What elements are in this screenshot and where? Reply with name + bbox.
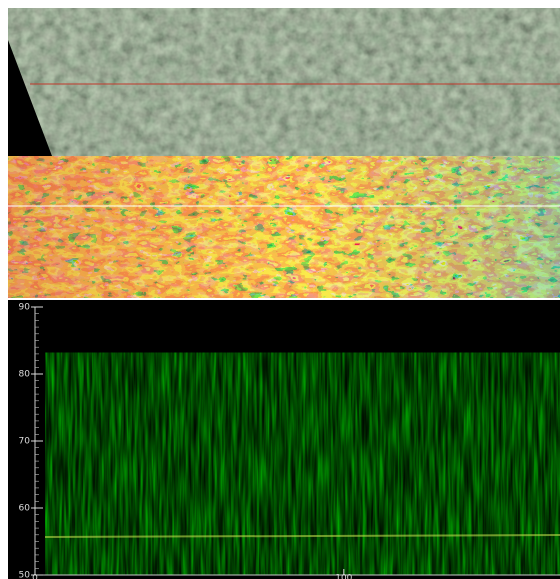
lidar-figure: 50 60 70 80 90 0 100: [0, 0, 560, 579]
y-tick-label: 50: [19, 571, 31, 579]
y-tick-label: 90: [19, 303, 31, 313]
page: {"plot": {"ylim": [50, 90], "yticks": [5…: [0, 0, 560, 579]
y-tick-label: 80: [19, 370, 31, 380]
aerial-photo: [8, 8, 560, 156]
y-tick-label: 60: [19, 504, 31, 514]
x-tick-label: 0: [32, 574, 38, 579]
x-tick-label: 100: [335, 574, 352, 579]
y-tick-label: 70: [19, 437, 31, 447]
height-map-tint: [8, 156, 560, 298]
